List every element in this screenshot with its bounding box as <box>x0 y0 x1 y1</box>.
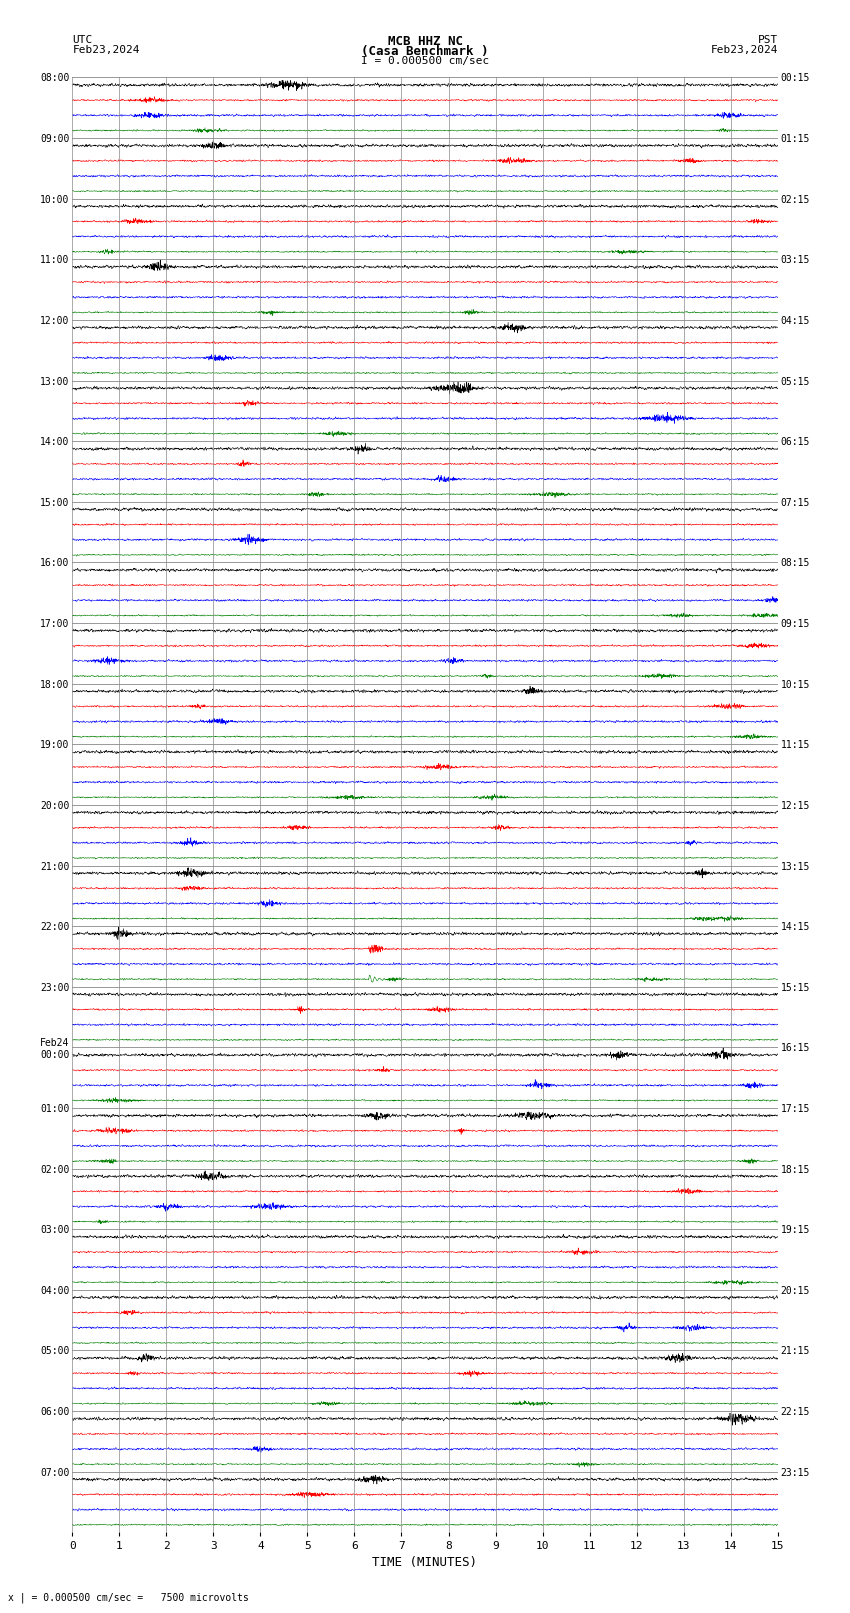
Text: (Casa Benchmark ): (Casa Benchmark ) <box>361 45 489 58</box>
Text: I = 0.000500 cm/sec: I = 0.000500 cm/sec <box>361 56 489 66</box>
Text: x | = 0.000500 cm/sec =   7500 microvolts: x | = 0.000500 cm/sec = 7500 microvolts <box>8 1592 249 1603</box>
Text: Feb23,2024: Feb23,2024 <box>72 45 139 55</box>
Text: UTC: UTC <box>72 35 93 45</box>
Text: PST: PST <box>757 35 778 45</box>
X-axis label: TIME (MINUTES): TIME (MINUTES) <box>372 1555 478 1568</box>
Text: MCB HHZ NC: MCB HHZ NC <box>388 35 462 48</box>
Text: Feb23,2024: Feb23,2024 <box>711 45 778 55</box>
